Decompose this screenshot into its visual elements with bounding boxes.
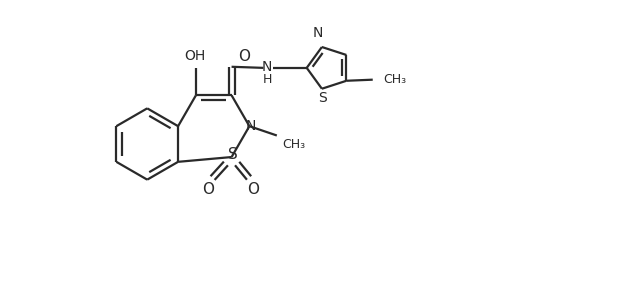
Text: O: O bbox=[247, 183, 259, 198]
Text: CH₃: CH₃ bbox=[383, 73, 406, 86]
Text: O: O bbox=[202, 183, 214, 198]
Text: H: H bbox=[262, 73, 272, 86]
Text: S: S bbox=[228, 147, 237, 162]
Text: N: N bbox=[312, 26, 323, 40]
Text: CH₃: CH₃ bbox=[282, 138, 305, 151]
Text: OH: OH bbox=[184, 49, 205, 63]
Text: O: O bbox=[237, 50, 250, 65]
Text: S: S bbox=[319, 92, 327, 105]
Text: N: N bbox=[262, 60, 273, 74]
Text: N: N bbox=[245, 119, 256, 133]
